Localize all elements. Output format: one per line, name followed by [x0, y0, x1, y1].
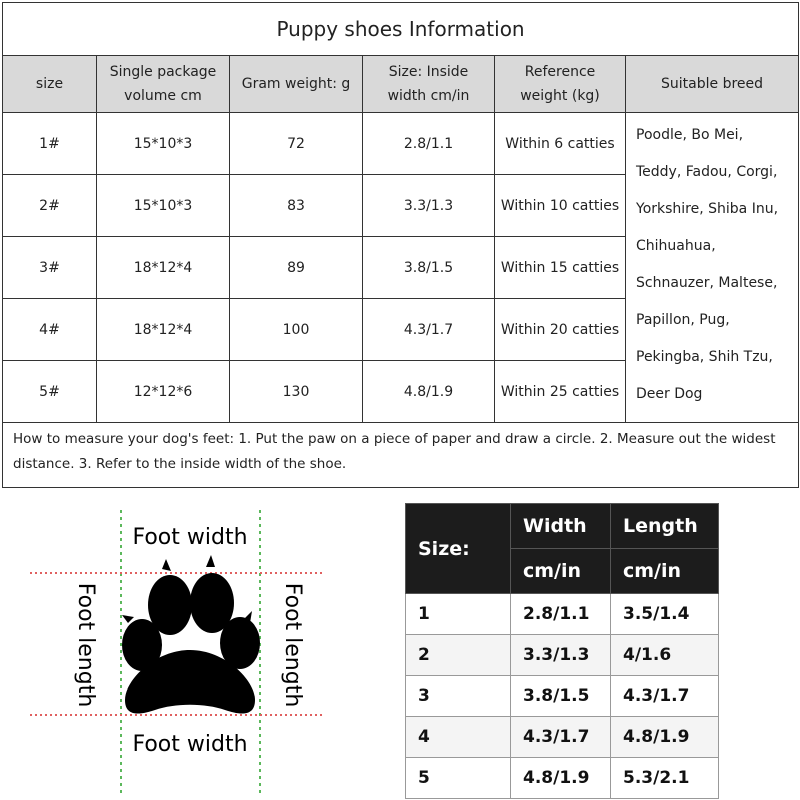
cell: 3.8/1.5 [362, 236, 495, 299]
data-row: 3# 18*12*4 89 3.8/1.5 Within 15 catties [2, 236, 799, 299]
header-row: size Single package volume cm Gram weight:… [2, 55, 800, 113]
cell: 18*12*4 [96, 298, 230, 361]
size-cell: 4.3/1.7 [510, 716, 611, 758]
cell: Within 6 catties [494, 112, 626, 175]
data-row: 1# 15*10*3 72 2.8/1.1 Within 6 catties Poodle… [2, 112, 800, 423]
breed-line: Deer Dog [636, 386, 703, 402]
cell: 83 [229, 174, 363, 237]
size-cell: 4.3/1.7 [610, 675, 719, 717]
cell: 18*12*4 [96, 236, 230, 299]
breed-line: Teddy, Fadou, Corgi, [636, 164, 778, 180]
size-cell: 4 [405, 716, 511, 758]
paw-diagram: Foot width Foot width Foot length Foot l… [30, 510, 322, 795]
column-name: Length [610, 503, 719, 549]
breed-line: Yorkshire, Shiba Inu, [636, 201, 779, 217]
column-header: size [2, 55, 97, 113]
left-label: Foot length [73, 583, 98, 708]
size-cell: 3 [405, 675, 511, 717]
breed-line: Poodle, Bo Mei, [636, 127, 744, 143]
size-cell: 4/1.6 [610, 634, 719, 676]
size-row: 2 3.3/1.3 4/1.6 [405, 634, 719, 676]
column-header: Suitable breed [624, 55, 800, 113]
breed-cell: Poodle, Bo Mei, Teddy, Fadou, Corgi, Yorks… [624, 112, 800, 423]
size-cell: 1 [405, 593, 511, 635]
table-title: Puppy shoes Information [1, 2, 800, 56]
size-cell: 5.3/2.1 [610, 757, 719, 799]
size-cell: 2.8/1.1 [510, 593, 611, 635]
size-cell: 3.8/1.5 [510, 675, 611, 717]
breed-line: Papillon, Pug, [636, 312, 730, 328]
cell: 5# [2, 360, 97, 423]
cell: 130 [229, 360, 363, 423]
cell: Within 10 catties [494, 174, 626, 237]
cell: 4.3/1.7 [362, 298, 495, 361]
cell: 3# [2, 236, 97, 299]
top-label: Foot width [132, 525, 247, 550]
breed-line: Chihuahua, [636, 238, 716, 254]
cell: 4# [2, 298, 97, 361]
cell: Within 25 catties [494, 360, 626, 423]
cell: 3.3/1.3 [362, 174, 495, 237]
size-row: 4 4.3/1.7 4.8/1.9 [405, 716, 719, 758]
column-unit: cm/in [510, 548, 611, 594]
size-cell: 5 [405, 757, 511, 799]
breed-line: Schnauzer, Maltese, [636, 275, 778, 291]
size-row: 3 3.8/1.5 4.3/1.7 [405, 675, 719, 717]
column-name: Width [510, 503, 611, 549]
size-cell: 4.8/1.9 [610, 716, 719, 758]
size-cell: 3.5/1.4 [610, 593, 719, 635]
paw-icon [122, 555, 260, 714]
data-row: 2# 15*10*3 83 3.3/1.3 Within 10 catties [2, 174, 799, 237]
cell: 4.8/1.9 [362, 360, 495, 423]
cell: 72 [229, 112, 363, 175]
bottom-label: Foot width [132, 732, 247, 757]
data-row: 5# 12*12*6 130 4.8/1.9 Within 25 catties [2, 360, 799, 423]
column-header: Single package volume cm [96, 55, 230, 113]
size-cell: 4.8/1.9 [510, 757, 611, 799]
right-label: Foot length [280, 583, 305, 708]
size-row: 5 4.8/1.9 5.3/2.1 [405, 757, 719, 799]
size-row: 1 2.8/1.1 3.5/1.4 [405, 593, 719, 635]
size-header: Size: [405, 503, 511, 594]
note: How to measure your dog's feet: 1. Put t… [1, 422, 800, 488]
breed-line: Pekingba, Shih Tzu, [636, 349, 773, 365]
size-cell: 3.3/1.3 [510, 634, 611, 676]
size-table: Size: Width Length cm/in cm/in 1 2.8/1.1 3.5/… [405, 503, 719, 799]
cell: 1# [2, 112, 97, 175]
column-header: Size: Inside width cm/in [362, 55, 495, 113]
cell: 2.8/1.1 [362, 112, 495, 175]
cell: 12*12*6 [96, 360, 230, 423]
data-row: 4# 18*12*4 100 4.3/1.7 Within 20 catties [2, 298, 799, 361]
column-header: Reference weight (kg) [494, 55, 626, 113]
cell: Within 20 catties [494, 298, 626, 361]
size-cell: 2 [405, 634, 511, 676]
cell: 89 [229, 236, 363, 299]
cell: 100 [229, 298, 363, 361]
cell: 15*10*3 [96, 112, 230, 175]
cell: 2# [2, 174, 97, 237]
column-unit: cm/in [610, 548, 719, 594]
cell: Within 15 catties [494, 236, 626, 299]
column-header: Gram weight: g [229, 55, 363, 113]
cell: 15*10*3 [96, 174, 230, 237]
info-table: Puppy shoes Information size Single packa… [1, 2, 800, 488]
